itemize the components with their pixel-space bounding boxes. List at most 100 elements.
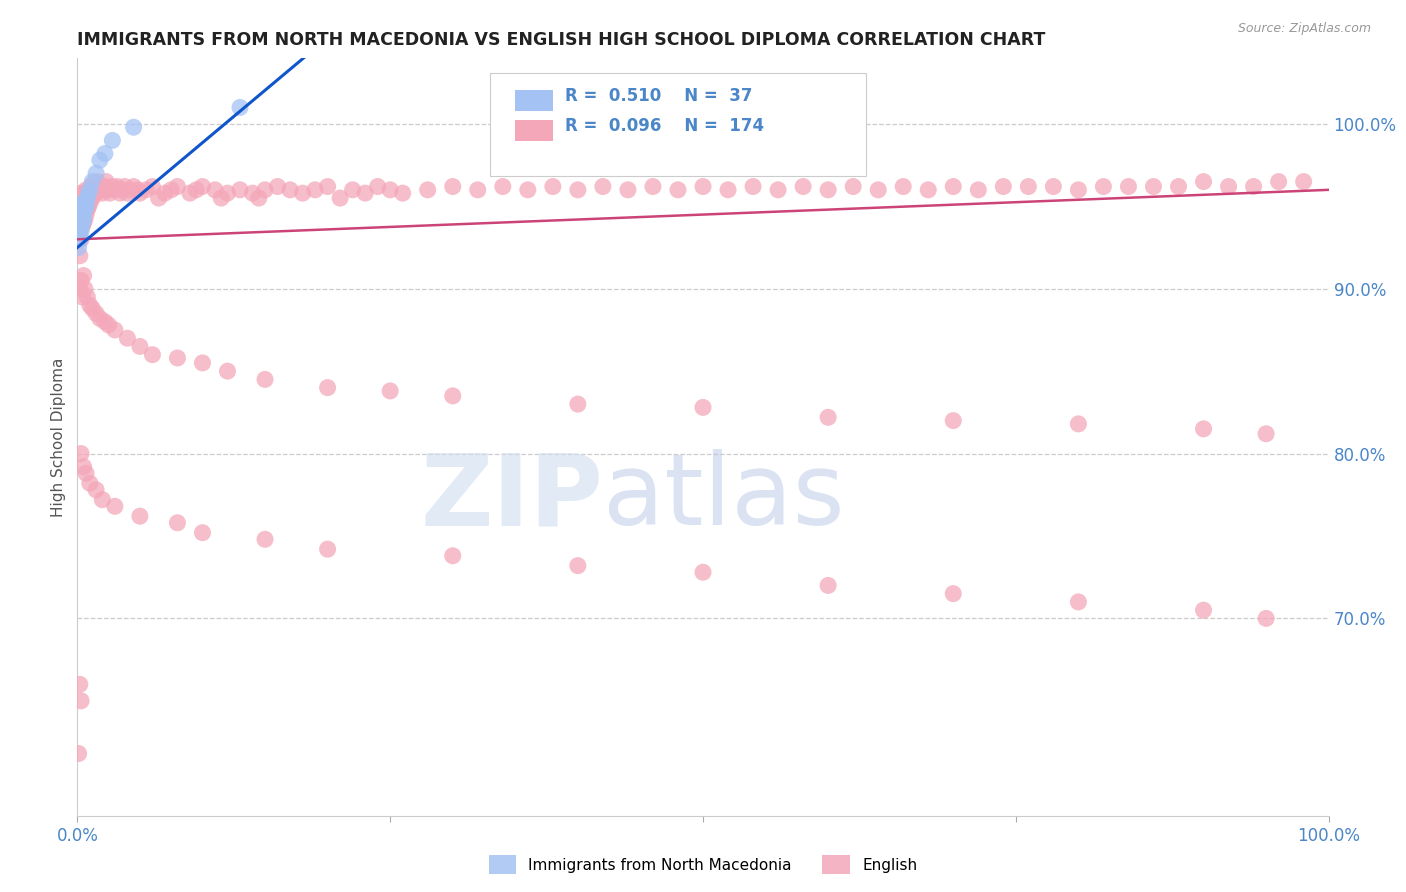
Point (67, 208, 90, 222)
Point (72, 191, 94, 205)
Point (69, 224, 91, 238)
Point (73, 212, 96, 227)
Point (70, 209, 93, 223)
Point (717, 183, 740, 197)
Point (766, 183, 789, 197)
Point (416, 183, 439, 197)
Point (1192, 422, 1215, 436)
Point (179, 186, 201, 201)
Point (817, 578, 839, 592)
Point (467, 183, 489, 197)
Point (291, 186, 314, 201)
Point (316, 179, 339, 194)
Point (641, 179, 664, 194)
Point (79, 298, 101, 312)
Point (72, 202, 94, 217)
Point (1067, 183, 1090, 197)
Point (84, 483, 107, 497)
Point (942, 179, 965, 194)
Text: R =  0.510    N =  37: R = 0.510 N = 37 (565, 87, 752, 105)
Point (148, 191, 170, 205)
Point (1067, 595, 1090, 609)
Point (441, 549, 464, 563)
Point (72, 216, 94, 230)
Point (229, 183, 252, 197)
Point (67, 224, 90, 238)
Point (516, 183, 538, 197)
Point (1292, 175, 1315, 189)
Point (86, 183, 108, 197)
Point (73, 202, 96, 217)
Point (266, 179, 288, 194)
Point (69, 199, 91, 213)
Point (79, 183, 101, 197)
Point (89, 153, 111, 168)
Point (141, 179, 163, 194)
Point (70, 694, 93, 708)
Point (166, 516, 188, 530)
Point (67, 216, 90, 230)
Point (69, 224, 91, 238)
Point (73, 199, 96, 213)
Point (72, 196, 94, 211)
Point (73, 282, 96, 296)
Point (191, 179, 214, 194)
Point (70, 446, 93, 460)
Point (1118, 179, 1140, 194)
Point (129, 339, 152, 353)
Point (1254, 426, 1277, 441)
Point (1142, 179, 1164, 194)
Point (1192, 175, 1215, 189)
Point (80, 179, 103, 194)
Point (72, 459, 94, 474)
Point (592, 179, 614, 194)
Point (79, 183, 101, 197)
Point (217, 186, 239, 201)
Point (129, 509, 152, 524)
Point (391, 186, 413, 201)
Point (692, 179, 714, 194)
Point (567, 397, 589, 411)
Point (84, 306, 107, 320)
Point (101, 133, 124, 147)
Point (83, 186, 105, 201)
Point (69, 282, 91, 296)
Point (191, 525, 214, 540)
Point (83, 176, 105, 190)
Point (692, 401, 714, 415)
Point (72, 196, 94, 211)
Point (567, 183, 589, 197)
Point (122, 120, 145, 135)
Point (72, 204, 94, 219)
Point (82, 191, 104, 205)
Point (84, 186, 107, 201)
Point (70, 206, 93, 220)
FancyBboxPatch shape (515, 120, 553, 141)
Point (82, 301, 104, 316)
Point (617, 183, 640, 197)
Point (868, 183, 890, 197)
Text: R =  0.096    N =  174: R = 0.096 N = 174 (565, 117, 765, 136)
Point (97, 318, 120, 332)
Point (77, 186, 100, 201)
Point (82, 179, 104, 194)
Point (567, 558, 589, 573)
Point (70, 212, 93, 227)
Point (135, 183, 157, 197)
Point (69, 191, 91, 205)
Point (817, 410, 839, 425)
Point (253, 183, 276, 197)
Point (75, 208, 97, 222)
Point (76, 290, 98, 304)
Point (329, 191, 352, 205)
Point (75, 183, 97, 197)
Point (1092, 179, 1115, 194)
Point (942, 587, 965, 601)
Point (73, 186, 96, 201)
Point (72, 219, 94, 233)
Legend: Immigrants from North Macedonia, English: Immigrants from North Macedonia, English (482, 849, 924, 880)
Point (209, 191, 232, 205)
Point (108, 186, 131, 201)
Point (77, 199, 100, 213)
Point (247, 191, 270, 205)
